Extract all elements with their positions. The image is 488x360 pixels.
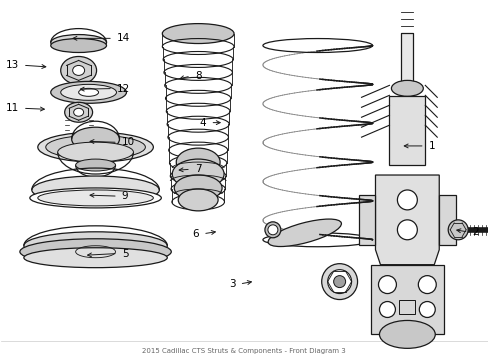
- Polygon shape: [438, 195, 455, 245]
- Ellipse shape: [379, 320, 434, 348]
- Text: 7: 7: [195, 164, 201, 174]
- Text: 2: 2: [471, 227, 478, 237]
- Ellipse shape: [76, 159, 115, 171]
- Text: 14: 14: [117, 33, 130, 43]
- Text: 1: 1: [428, 141, 434, 151]
- Text: 8: 8: [195, 71, 201, 81]
- Ellipse shape: [51, 81, 126, 103]
- Ellipse shape: [264, 222, 280, 238]
- Text: 11: 11: [6, 103, 19, 113]
- Text: 10: 10: [122, 138, 135, 147]
- Polygon shape: [358, 195, 375, 245]
- Polygon shape: [401, 32, 412, 88]
- Ellipse shape: [397, 220, 416, 240]
- Ellipse shape: [38, 132, 153, 162]
- Ellipse shape: [333, 276, 345, 288]
- Polygon shape: [375, 175, 438, 265]
- Ellipse shape: [51, 39, 106, 53]
- Text: 5: 5: [122, 248, 128, 258]
- Ellipse shape: [267, 225, 277, 235]
- Ellipse shape: [24, 248, 167, 268]
- Ellipse shape: [417, 276, 435, 293]
- Text: 4: 4: [200, 118, 206, 128]
- Ellipse shape: [73, 66, 84, 75]
- Ellipse shape: [327, 270, 351, 293]
- Text: 3: 3: [228, 279, 235, 289]
- Ellipse shape: [58, 142, 133, 162]
- Ellipse shape: [79, 88, 99, 96]
- Ellipse shape: [74, 108, 83, 116]
- Ellipse shape: [390, 80, 423, 96]
- Ellipse shape: [378, 276, 396, 293]
- Text: 13: 13: [6, 60, 19, 70]
- Ellipse shape: [61, 57, 96, 84]
- Text: 2015 Cadillac CTS Struts & Components - Front Diagram 3: 2015 Cadillac CTS Struts & Components - …: [142, 348, 345, 354]
- Ellipse shape: [30, 188, 161, 208]
- Ellipse shape: [174, 175, 222, 201]
- Text: 6: 6: [192, 229, 199, 239]
- Ellipse shape: [46, 135, 145, 159]
- Ellipse shape: [20, 239, 171, 265]
- Ellipse shape: [447, 220, 467, 240]
- Polygon shape: [388, 96, 425, 165]
- Ellipse shape: [176, 148, 220, 176]
- Text: 12: 12: [117, 84, 130, 94]
- Polygon shape: [370, 265, 443, 334]
- Ellipse shape: [24, 232, 167, 260]
- Ellipse shape: [38, 190, 153, 206]
- Ellipse shape: [61, 84, 116, 100]
- Ellipse shape: [162, 24, 234, 44]
- Ellipse shape: [32, 176, 159, 204]
- Ellipse shape: [379, 302, 395, 318]
- Ellipse shape: [178, 189, 218, 211]
- Ellipse shape: [397, 190, 416, 210]
- Ellipse shape: [72, 127, 119, 151]
- Text: 9: 9: [122, 191, 128, 201]
- Ellipse shape: [64, 102, 92, 122]
- Ellipse shape: [51, 35, 106, 50]
- Ellipse shape: [267, 219, 341, 247]
- Ellipse shape: [419, 302, 434, 318]
- Ellipse shape: [321, 264, 357, 300]
- Ellipse shape: [172, 159, 224, 189]
